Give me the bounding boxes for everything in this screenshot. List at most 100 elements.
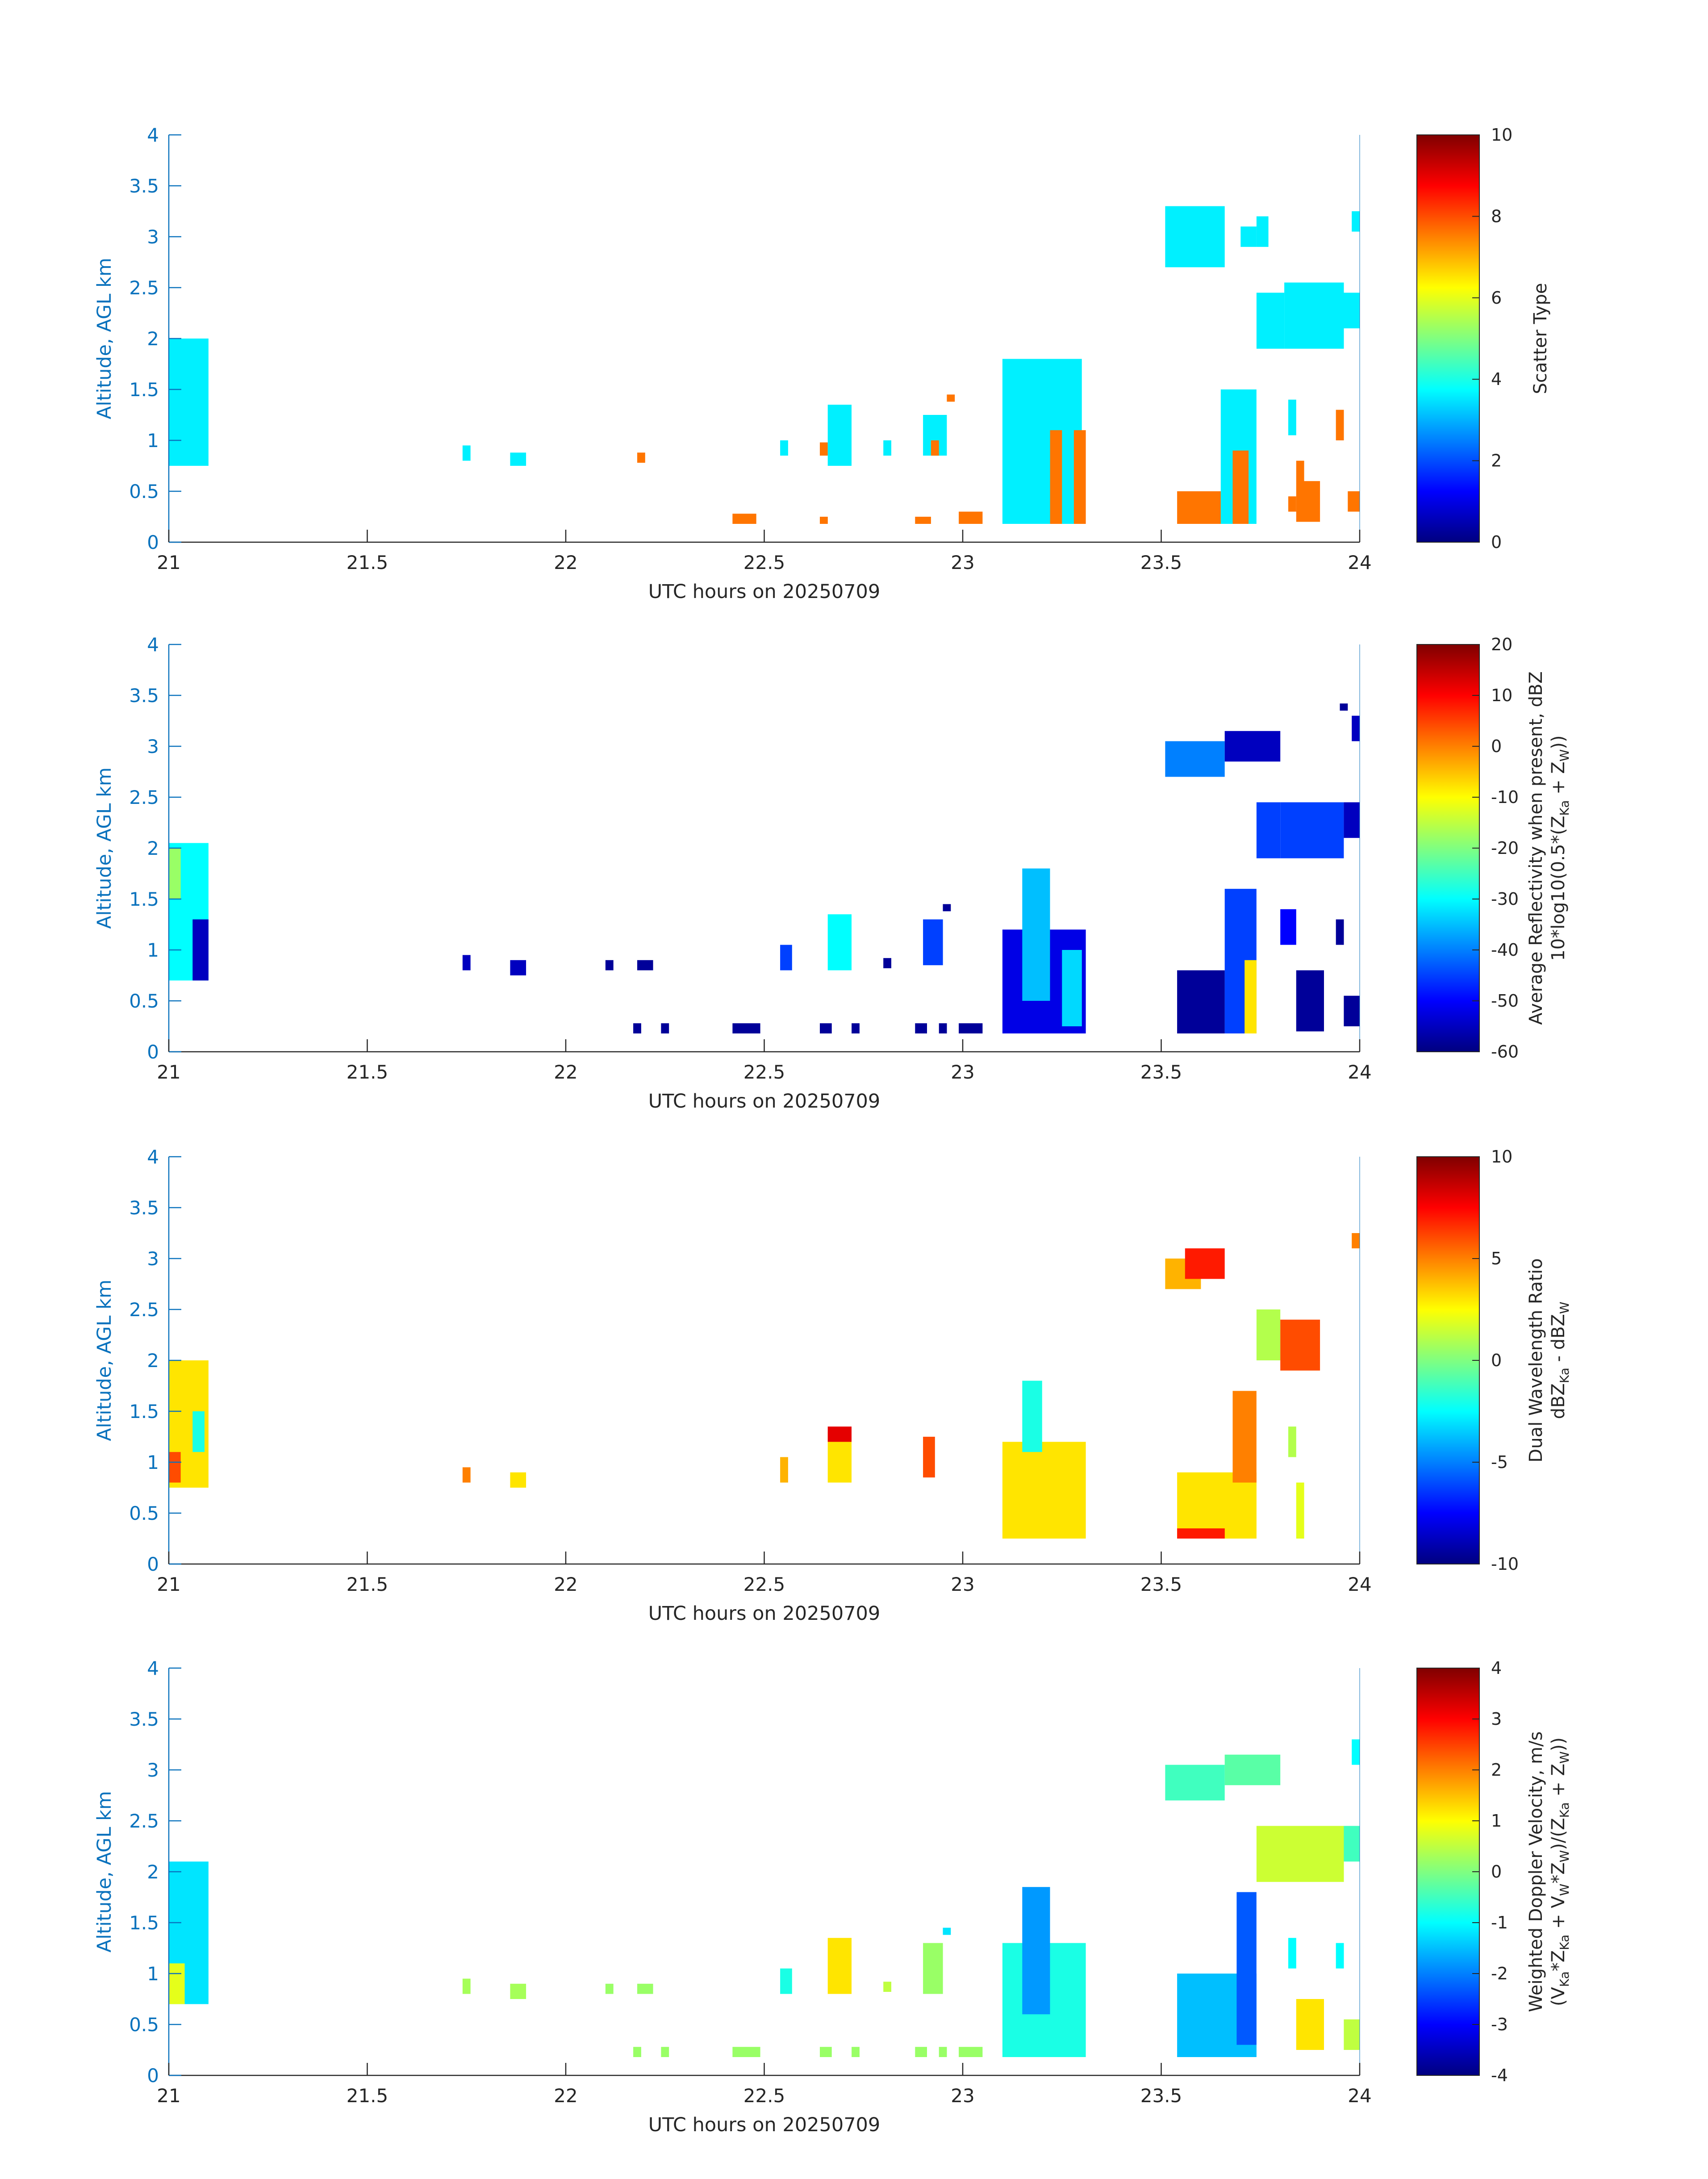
heatmap-cell xyxy=(1232,1391,1257,1483)
colorbar-tick-label: -5 xyxy=(1491,1452,1508,1472)
y-tick-label: 2.5 xyxy=(129,277,159,299)
colorbar-tick-label: 20 xyxy=(1491,635,1512,654)
y-tick-label: 3.5 xyxy=(129,1708,159,1730)
x-tick-label: 23.5 xyxy=(1140,552,1182,573)
y-tick-label: 1 xyxy=(147,1963,159,1985)
heatmap-cell xyxy=(510,1983,526,1999)
colorbar-tick-label: 0 xyxy=(1491,736,1502,756)
heatmap-cell xyxy=(1165,741,1225,777)
colorbar-tick-label: 0 xyxy=(1491,1862,1502,1882)
y-tick-label: 3 xyxy=(147,736,159,757)
colorbar-tick-label: 0 xyxy=(1491,1351,1502,1370)
colorbar-tick-label: -50 xyxy=(1491,991,1519,1011)
heatmap-cell xyxy=(820,442,828,456)
colorbar-tick-label: -1 xyxy=(1491,1913,1508,1932)
x-axis-label: UTC hours on 20250709 xyxy=(648,581,881,603)
heatmap-cell xyxy=(915,2047,927,2057)
y-tick-label: 1.5 xyxy=(129,379,159,401)
y-tick-label: 0.5 xyxy=(129,1502,159,1524)
y-axis-label: Altitude, AGL km xyxy=(93,1791,116,1953)
heatmap-cell xyxy=(1336,1943,1344,1969)
y-tick-label: 3 xyxy=(147,226,159,248)
heatmap-cell xyxy=(915,1023,927,1033)
y-tick-label: 0 xyxy=(147,531,159,553)
heatmap-cell xyxy=(169,1452,181,1483)
x-tick-label: 22 xyxy=(554,2085,577,2107)
x-tick-label: 21.5 xyxy=(347,1573,388,1595)
x-tick-label: 23.5 xyxy=(1140,2085,1182,2107)
heatmap-cell xyxy=(780,945,792,970)
heatmap-cell xyxy=(462,955,471,970)
y-tick-label: 0.5 xyxy=(129,481,159,502)
heatmap-cell xyxy=(1284,282,1344,349)
heatmap-cell xyxy=(1280,909,1296,945)
heatmap-cell xyxy=(1344,2019,1360,2050)
x-tick-label: 24 xyxy=(1348,1573,1371,1595)
y-tick-label: 2 xyxy=(147,1350,159,1372)
heatmap-cell xyxy=(780,1968,792,1994)
y-tick-label: 0.5 xyxy=(129,2014,159,2036)
heatmap-cells xyxy=(169,1233,1360,1539)
heatmap-cell xyxy=(1022,1380,1042,1452)
heatmap-cell xyxy=(852,1023,860,1033)
heatmap-cell xyxy=(462,445,471,461)
heatmap-cell xyxy=(633,1023,641,1033)
heatmap-cell xyxy=(1224,1754,1281,1786)
heatmap-cell xyxy=(947,394,955,402)
heatmap-cell xyxy=(959,2047,983,2057)
heatmap-cell xyxy=(959,511,983,524)
heatmap-cell xyxy=(1336,919,1344,945)
heatmap-cell xyxy=(1256,293,1285,349)
y-tick-label: 2 xyxy=(147,328,159,350)
y-tick-label: 0 xyxy=(147,2065,159,2087)
colorbar-label: Dual Wavelength Ratio xyxy=(1526,1258,1546,1462)
x-tick-label: 21 xyxy=(157,1061,180,1083)
heatmap-cell xyxy=(883,1982,891,1992)
y-tick-label: 4 xyxy=(147,1657,159,1679)
x-axis-label: UTC hours on 20250709 xyxy=(648,2114,881,2136)
heatmap-cell xyxy=(1296,1999,1324,2050)
colorbar-label-formula: (VKa*ZKa + VW*ZW)/(ZKa + ZW)) xyxy=(1548,1737,1572,2006)
colorbar-tick-label: 6 xyxy=(1491,288,1502,308)
heatmap-cell xyxy=(1340,703,1348,711)
colorbar-tick-label: 8 xyxy=(1491,206,1502,226)
y-tick-label: 1.5 xyxy=(129,888,159,910)
y-axis-label: Altitude, AGL km xyxy=(93,258,116,419)
colorbar-tick-label: 1 xyxy=(1491,1811,1502,1831)
heatmap-cell xyxy=(192,919,209,981)
y-tick-label: 1 xyxy=(147,939,159,961)
heatmap-cells xyxy=(169,206,1360,524)
colorbar-label: Scatter Type xyxy=(1530,283,1551,394)
heatmap-cell xyxy=(820,517,828,524)
heatmap-cell xyxy=(1256,1309,1281,1360)
x-tick-label: 24 xyxy=(1348,1061,1371,1083)
heatmap-cell xyxy=(169,339,209,466)
heatmap-cell xyxy=(1344,802,1360,838)
heatmap-cell xyxy=(943,1928,951,1935)
heatmap-cell xyxy=(1348,491,1360,512)
colorbar-tick-label: -10 xyxy=(1491,787,1519,807)
x-tick-label: 21 xyxy=(157,552,180,573)
heatmap-cell xyxy=(1280,1319,1320,1371)
colorbar-tick-label: 10 xyxy=(1491,125,1512,145)
heatmap-cell xyxy=(1002,1442,1086,1539)
y-tick-label: 3.5 xyxy=(129,175,159,197)
y-axis-label: Altitude, AGL km xyxy=(93,767,116,929)
colorbar-tick-label: 2 xyxy=(1491,451,1502,471)
heatmap-cell xyxy=(923,1943,943,1994)
heatmap-cell xyxy=(169,848,181,899)
heatmap-cell xyxy=(1336,410,1344,440)
y-tick-label: 2 xyxy=(147,837,159,859)
colorbar-tick-label: 2 xyxy=(1491,1760,1502,1780)
colorbar-tick-label: -20 xyxy=(1491,838,1519,858)
x-tick-label: 21 xyxy=(157,1573,180,1595)
heatmap-cell xyxy=(780,1457,788,1483)
y-axis-label: Altitude, AGL km xyxy=(93,1280,116,1441)
heatmap-cell xyxy=(1240,226,1257,247)
heatmap-cell xyxy=(883,958,891,968)
heatmap-cell xyxy=(1344,995,1360,1026)
heatmap-cell xyxy=(1352,715,1360,741)
heatmap-cell xyxy=(1185,1248,1225,1279)
x-tick-label: 24 xyxy=(1348,2085,1371,2107)
